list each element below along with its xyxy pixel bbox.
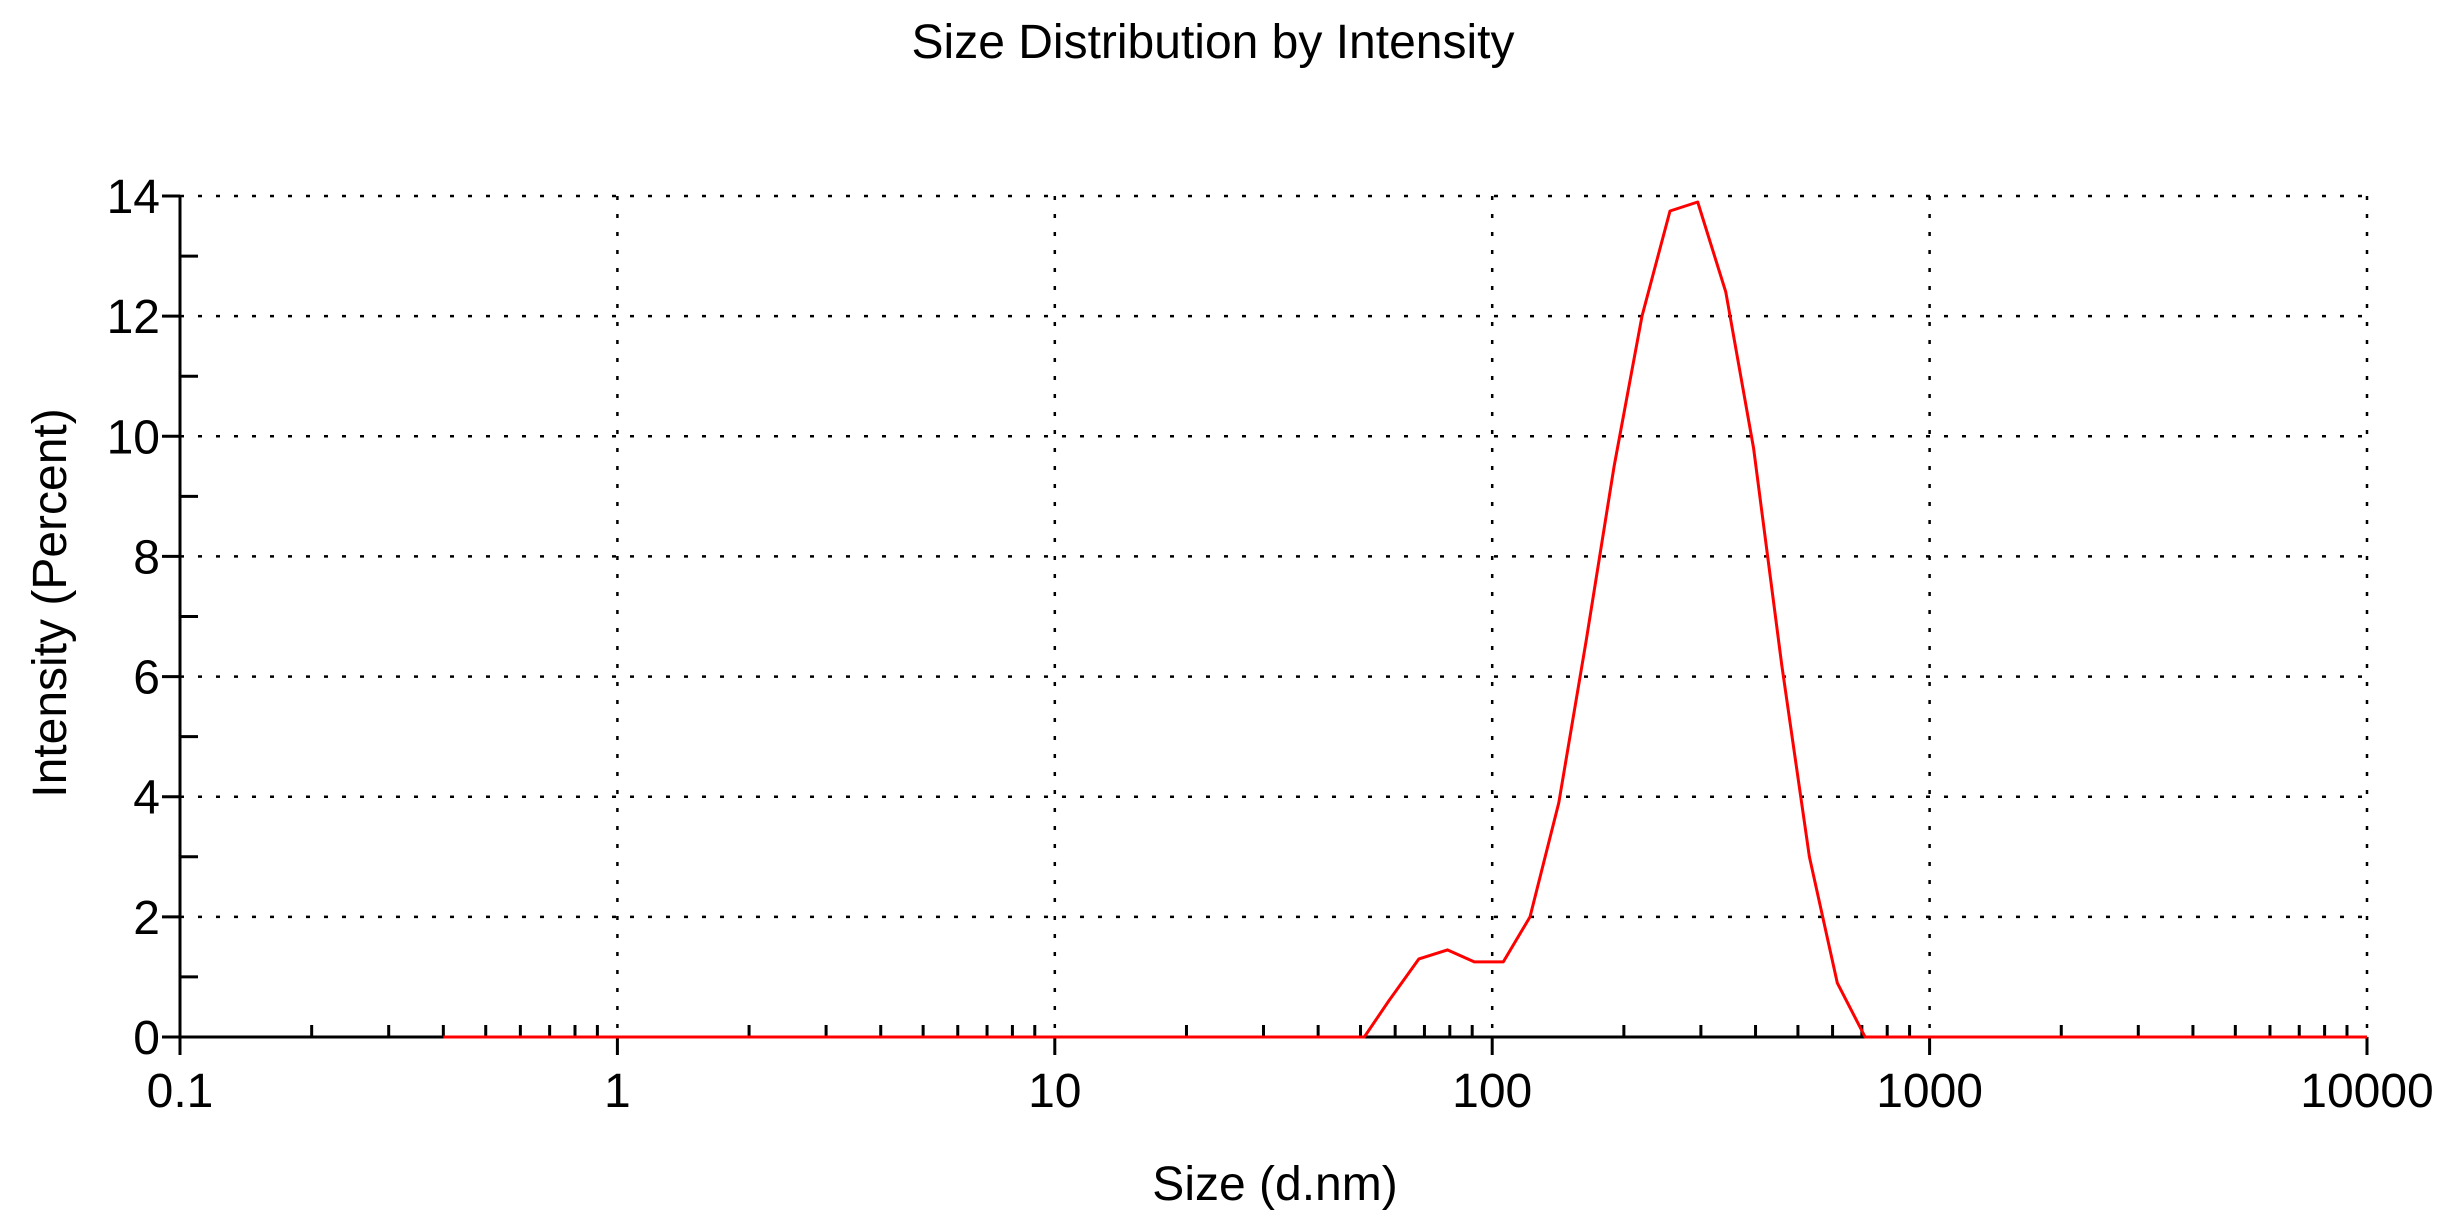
y-tick-labels: 0 2 4 6 8 10 12 14 — [107, 171, 160, 1065]
chart-title: Size Distribution by Intensity — [912, 16, 1515, 69]
grid — [180, 194, 2369, 1037]
y-tick-label: 0 — [133, 1012, 160, 1065]
x-tick-label: 10 — [1028, 1065, 1081, 1118]
series-layer — [443, 200, 2367, 1039]
x-tick-label: 0.1 — [147, 1065, 214, 1118]
y-tick-label: 4 — [133, 772, 160, 825]
x-tick-label: 1 — [604, 1065, 631, 1118]
series-line — [443, 200, 2367, 1039]
y-tick-label: 14 — [107, 171, 160, 224]
y-tick-label: 10 — [107, 411, 160, 464]
axes — [162, 194, 2369, 1055]
y-tick-label: 8 — [133, 531, 160, 584]
x-tick-label: 10000 — [2300, 1065, 2433, 1118]
x-tick-label: 1000 — [1876, 1065, 1983, 1118]
x-tick-labels: 0.1 1 10 100 1000 10000 — [147, 1065, 2434, 1118]
y-axis-label: Intensity (Percent) — [24, 408, 77, 797]
y-tick-label: 2 — [133, 892, 160, 945]
y-tick-label: 12 — [107, 291, 160, 344]
x-axis-label: Size (d.nm) — [1152, 1158, 1397, 1211]
x-tick-label: 100 — [1452, 1065, 1532, 1118]
y-tick-label: 6 — [133, 652, 160, 705]
